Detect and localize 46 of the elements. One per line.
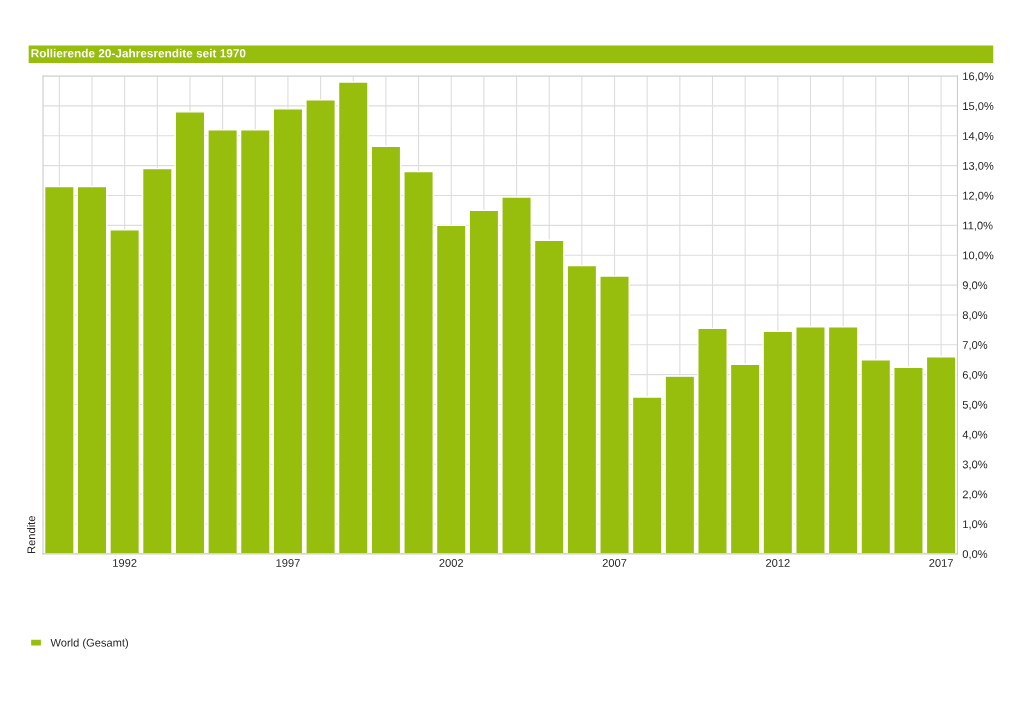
chart-title: Rollierende 20-Jahresrendite seit 1970 (31, 48, 246, 58)
bar (76, 185, 108, 554)
y-tick-label: 1,0% (963, 520, 988, 530)
bar (370, 145, 402, 554)
x-tick-label: 2007 (602, 559, 627, 567)
y-tick-label: 14,0% (963, 132, 994, 142)
y-tick-label: 8,0% (962, 311, 988, 321)
bar (174, 111, 206, 554)
y-tick-label: 6,0% (962, 370, 988, 381)
legend-label: World (Gesamt) (50, 638, 128, 649)
bar (272, 108, 304, 554)
bar (893, 366, 924, 554)
x-tick-label: 1997 (276, 559, 300, 567)
x-tick-label: 2002 (439, 559, 464, 567)
bar (141, 167, 173, 554)
y-tick-label: 4,0% (962, 430, 988, 440)
y-tick-label: 5,0% (962, 400, 988, 410)
x-tick-label: 2012 (766, 559, 790, 567)
bar (403, 170, 434, 554)
bar (501, 196, 532, 554)
y-tick-label: 9,0% (962, 281, 988, 291)
bar (109, 229, 141, 554)
bar (795, 326, 826, 554)
bar (43, 185, 75, 554)
x-tick-label: 2017 (929, 559, 953, 567)
bar (468, 209, 500, 554)
y-axis-title: Rendite (27, 516, 36, 553)
y-tick-label: 13,0% (963, 161, 994, 172)
y-tick-label: 15,0% (963, 102, 994, 112)
y-tick-label: 12,0% (963, 191, 994, 201)
bar (337, 81, 369, 554)
bar (239, 129, 271, 554)
y-tick-label: 7,0% (962, 341, 988, 351)
bar (305, 99, 336, 554)
bar (925, 356, 957, 554)
y-tick-label: 0,0% (962, 550, 988, 560)
y-tick-label: 3,0% (962, 460, 988, 470)
y-tick-label: 2,0% (962, 490, 988, 500)
y-tick-label: 16,0% (963, 72, 994, 82)
bar (599, 275, 630, 554)
x-tick-label: 1992 (113, 559, 137, 567)
bar (697, 327, 728, 554)
y-tick-label: 11,0% (963, 221, 993, 231)
y-tick-label: 10,0% (963, 251, 994, 261)
bar (207, 129, 239, 554)
bar (435, 224, 467, 554)
